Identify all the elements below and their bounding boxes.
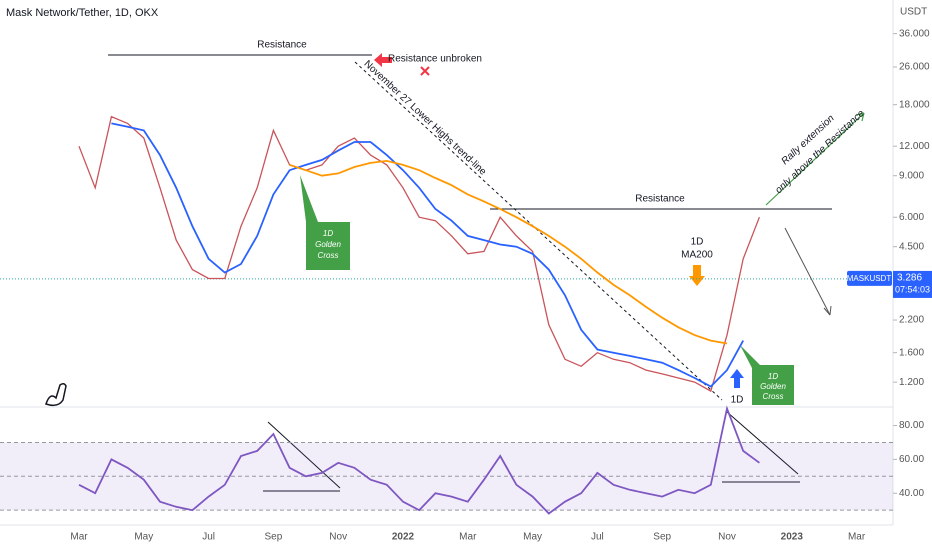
y-tick-label: 1.600	[899, 347, 924, 358]
x-tick-label: Mar	[848, 532, 866, 543]
y-tick-label: 60.00	[899, 454, 924, 465]
y-tick-label: 80.00	[899, 420, 924, 431]
axis-unit: USDT	[900, 7, 927, 18]
arrow-head	[823, 305, 832, 316]
symbol-tag	[847, 270, 892, 286]
trend-line	[354, 61, 723, 401]
orange-arrow	[689, 265, 705, 286]
series-line	[78, 115, 761, 393]
x-tick-label: Nov	[718, 532, 736, 543]
rsi-line	[267, 421, 341, 489]
annotation: Cross	[763, 392, 784, 401]
annotation: Resistance unbroken	[388, 54, 482, 65]
y-tick-label: 9.000	[899, 170, 924, 181]
annotation: 1D	[768, 372, 778, 381]
x-tick-label: Sep	[265, 532, 283, 543]
annotation: MA200	[681, 250, 713, 261]
annotation: Cross	[318, 251, 339, 260]
x-tick-label: May	[134, 532, 153, 543]
callout	[300, 175, 350, 270]
y-tick-label: 40.00	[899, 488, 924, 499]
price-tag	[893, 270, 932, 298]
blue-arrow	[730, 369, 744, 388]
green-arrow	[765, 112, 865, 206]
price-label: 3.286	[897, 273, 922, 284]
x-mark	[420, 66, 430, 76]
x-tick-label: Mar	[70, 532, 88, 543]
y-tick-label: 12.000	[899, 141, 930, 152]
x-tick-label: Nov	[329, 532, 347, 543]
x-tick-label: Sep	[653, 532, 671, 543]
annotation: 1D	[691, 237, 704, 248]
series-line	[289, 159, 728, 345]
annotation: 1D	[731, 395, 744, 406]
y-tick-label: 18.000	[899, 99, 930, 110]
annotation: Golden	[760, 382, 786, 391]
annotation: Golden	[315, 240, 341, 249]
arrow-head	[855, 112, 865, 122]
y-tick-label: 4.500	[899, 241, 924, 252]
rsi-line	[726, 411, 799, 475]
logo	[45, 382, 67, 407]
x-tick-label: 2022	[392, 532, 415, 543]
red-arrow	[374, 53, 392, 67]
callout	[740, 345, 794, 405]
y-tick-label: 36.000	[899, 28, 930, 39]
down-arrow	[784, 227, 831, 316]
x-tick-label: May	[523, 532, 542, 543]
annotation: Resistance	[635, 194, 685, 205]
symbol-label: MASKUSDT	[847, 274, 892, 283]
y-tick-label: 26.000	[899, 62, 930, 73]
x-tick-label: Jul	[202, 532, 215, 543]
y-tick-label: 6.000	[899, 212, 924, 223]
x-tick-label: Jul	[591, 532, 604, 543]
x-tick-label: Mar	[459, 532, 477, 543]
y-tick-label: 2.200	[899, 315, 924, 326]
series-line	[111, 122, 744, 388]
annotation: 1D	[323, 229, 333, 238]
series-line	[78, 405, 760, 515]
countdown: 07:54:03	[895, 284, 930, 294]
y-tick-label: 1.200	[899, 377, 924, 388]
annotation: Resistance	[257, 40, 307, 51]
x-tick-label: 2023	[781, 532, 804, 543]
chart-title: Mask Network/Tether, 1D, OKX	[6, 7, 159, 19]
